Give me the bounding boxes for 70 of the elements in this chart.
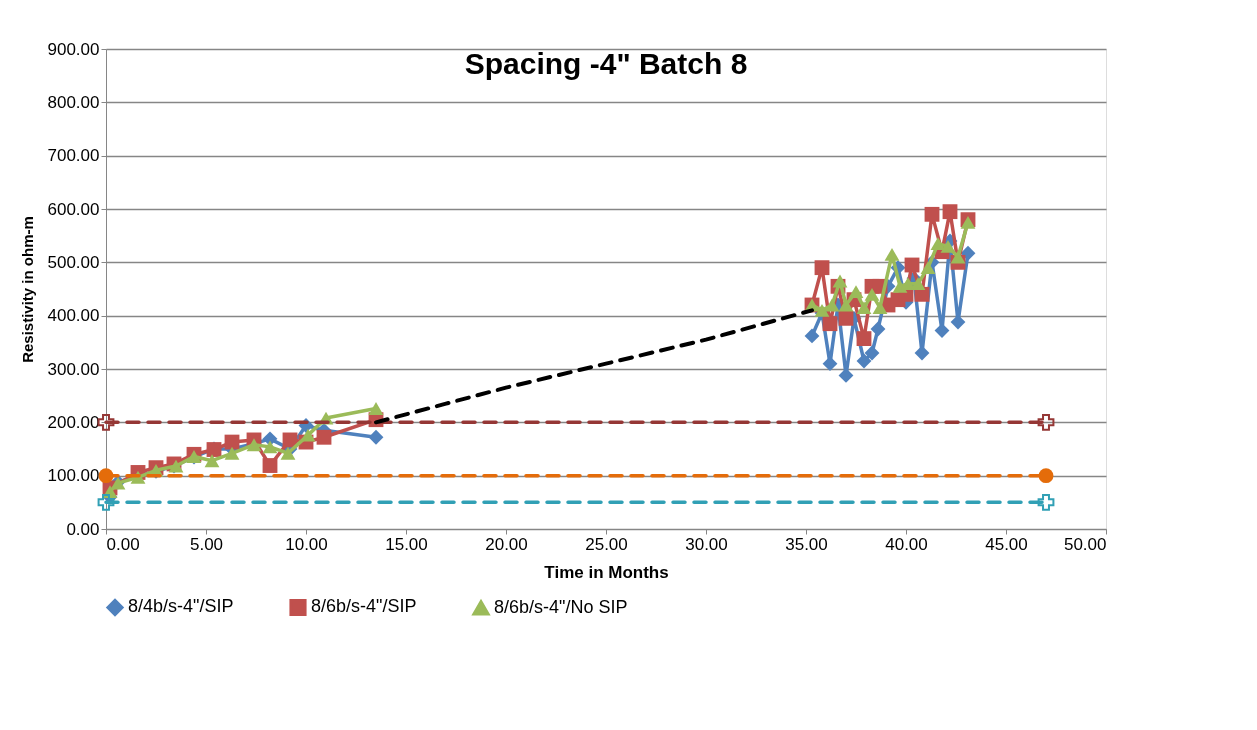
x-tick-label: 20.00 (485, 534, 528, 554)
x-tick-label: 25.00 (585, 534, 628, 554)
point (870, 321, 886, 337)
point (262, 440, 278, 454)
point (368, 402, 384, 415)
point (224, 446, 240, 460)
y-tick-label: 700.00 (47, 146, 100, 166)
y-tick-label: 400.00 (47, 306, 100, 326)
point (920, 261, 936, 275)
point (804, 328, 820, 344)
point (814, 260, 830, 276)
point (262, 458, 278, 473)
x-tick-label: 40.00 (885, 534, 928, 554)
point (822, 356, 838, 372)
point (856, 353, 872, 369)
x-tick-label: 5.00 (189, 534, 224, 554)
x-tick-label: 10.00 (285, 534, 328, 554)
point (300, 428, 316, 442)
y-tick-label: 200.00 (47, 412, 100, 432)
point (950, 250, 966, 264)
legend-label: 8/6b/s-4"/SIP (311, 596, 417, 617)
point (822, 316, 838, 332)
point (838, 298, 854, 312)
point (97, 493, 115, 511)
legend-label: 8/4b/s-4"/SIP (128, 596, 234, 617)
point (204, 454, 220, 468)
point (1038, 468, 1054, 484)
y-tick-label: 600.00 (47, 199, 100, 219)
point (924, 206, 940, 222)
point (930, 237, 946, 251)
legend-label: 8/6b/s-4"/No SIP (494, 596, 628, 617)
point (97, 413, 115, 431)
point (280, 446, 296, 460)
y-tick-label: 300.00 (47, 359, 100, 379)
x-axis-title: Time in Months (544, 562, 669, 582)
x-tick-label: 15.00 (385, 534, 428, 554)
x-tick-label: 0.00 (106, 534, 140, 554)
point (1037, 493, 1055, 511)
x-tick-label: 50.00 (1063, 534, 1107, 554)
y-tick-label: 900.00 (47, 39, 100, 59)
x-tick-label: 35.00 (785, 534, 828, 554)
x-tick-label: 45.00 (985, 534, 1028, 554)
point (838, 310, 854, 326)
point (914, 345, 930, 361)
point (824, 298, 840, 312)
y-tick-label: 800.00 (47, 92, 100, 112)
point (848, 285, 864, 299)
point (864, 287, 880, 301)
point (872, 301, 888, 315)
point (942, 204, 958, 220)
point (934, 323, 950, 339)
point (832, 274, 848, 288)
point (892, 279, 908, 293)
point (960, 245, 976, 261)
y-tick-label: 0.00 (66, 519, 100, 539)
y-tick-label: 500.00 (47, 252, 100, 272)
point (316, 429, 332, 445)
y-tick-label: 100.00 (47, 466, 100, 486)
x-tick-label: 30.00 (685, 534, 728, 554)
point (940, 239, 956, 253)
point (884, 247, 900, 261)
point (1037, 413, 1055, 431)
chart-title: Spacing -4" Batch 8 (464, 47, 748, 80)
point (98, 468, 114, 484)
point (856, 301, 872, 315)
point (856, 331, 872, 347)
point (368, 429, 384, 445)
y-axis-title: Resistivity in ohm-m (18, 216, 36, 363)
point (864, 345, 880, 361)
point (814, 303, 830, 317)
